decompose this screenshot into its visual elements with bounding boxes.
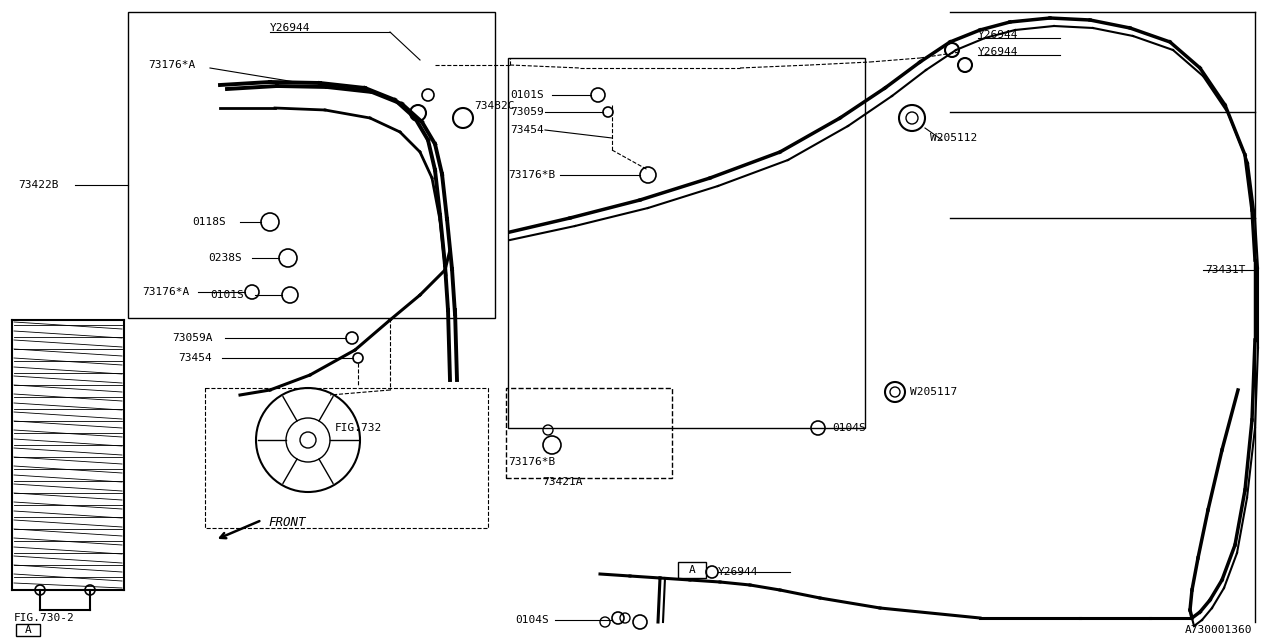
Text: Y26944: Y26944 [270, 23, 311, 33]
Text: 0118S: 0118S [192, 217, 225, 227]
Text: W205112: W205112 [931, 133, 977, 143]
Text: 0104S: 0104S [832, 423, 865, 433]
Text: 73176*A: 73176*A [148, 60, 196, 70]
Bar [128, 12, 495, 318]
Text: 73176*A: 73176*A [142, 287, 189, 297]
Text: Y26944: Y26944 [718, 567, 759, 577]
Text: 0101S: 0101S [509, 90, 544, 100]
Text: 0104S: 0104S [515, 615, 549, 625]
Text: 73454: 73454 [178, 353, 211, 363]
Circle shape [300, 432, 316, 448]
Text: FIG.732: FIG.732 [335, 423, 383, 433]
Bar [15, 624, 40, 636]
Text: Y26944: Y26944 [978, 30, 1019, 40]
Text: 73176*B: 73176*B [508, 457, 556, 467]
Text: 73422B: 73422B [18, 180, 59, 190]
Text: 0238S: 0238S [207, 253, 242, 263]
Text: 73421A: 73421A [541, 477, 582, 487]
Text: 73454: 73454 [509, 125, 544, 135]
Text: FRONT: FRONT [268, 515, 306, 529]
Text: 0101S: 0101S [210, 290, 243, 300]
Text: FIG.730-2: FIG.730-2 [14, 613, 74, 623]
Text: 73431T: 73431T [1204, 265, 1245, 275]
Text: A: A [689, 565, 695, 575]
Bar [678, 562, 707, 578]
Text: 73176*B: 73176*B [508, 170, 556, 180]
Text: 73482C: 73482C [474, 101, 515, 111]
Text: 73059: 73059 [509, 107, 544, 117]
Bar [506, 388, 672, 478]
Bar [508, 58, 865, 428]
Text: 73059A: 73059A [172, 333, 212, 343]
Text: W205117: W205117 [910, 387, 957, 397]
Text: A: A [24, 625, 32, 635]
Text: Y26944: Y26944 [978, 47, 1019, 57]
Text: A730001360: A730001360 [1184, 625, 1252, 635]
